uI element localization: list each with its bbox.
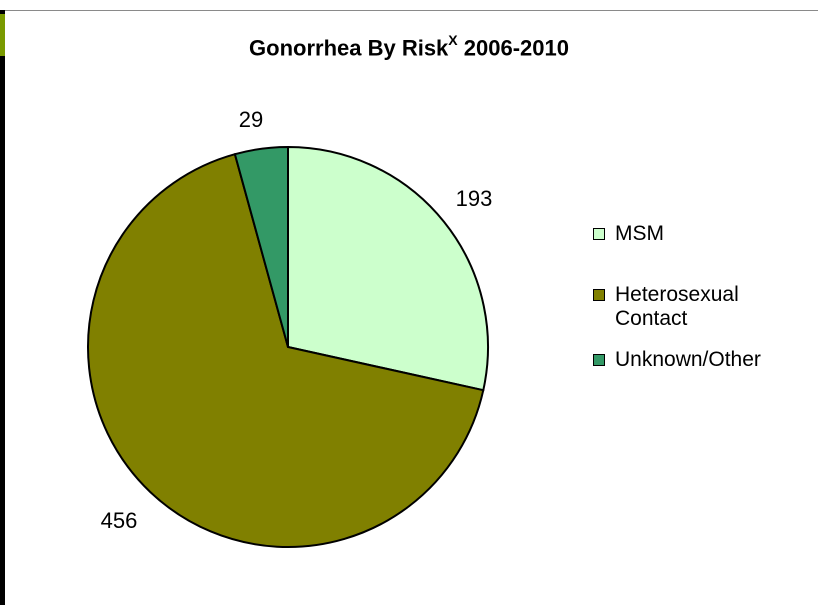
legend-item-heterosexual-contact: Heterosexual Contact — [593, 283, 813, 331]
legend-label-heterosexual-line2: Contact — [615, 307, 688, 330]
legend-label-heterosexual-line1: Heterosexual — [615, 283, 739, 306]
legend-item-unknown-other: Unknown/Other — [593, 348, 813, 372]
chart-title-text: Gonorrhea By Risk — [249, 35, 449, 61]
legend-swatch-unknown-other — [593, 354, 605, 366]
chart-title-superscript: X — [448, 32, 458, 48]
legend-item-msm: MSM — [593, 222, 813, 246]
legend: MSM Heterosexual Contact Unknown/Other — [593, 222, 813, 372]
pie-data-labels: 193 456 29 — [101, 107, 493, 533]
pie-slices — [87, 145, 489, 548]
chart-title-years: 2006-2010 — [457, 35, 569, 61]
legend-label-msm: MSM — [615, 222, 664, 245]
legend-swatch-msm — [593, 228, 605, 240]
legend-label-unknown-other: Unknown/Other — [615, 348, 761, 371]
legend-swatch-heterosexual-contact — [593, 289, 605, 301]
data-label-msm: 193 — [456, 186, 493, 211]
data-label-heterosexual-contact: 456 — [101, 508, 138, 533]
pie-slice-msm — [287, 145, 489, 392]
data-label-unknown-other: 29 — [239, 107, 263, 132]
pie-slice-unknown-other — [233, 145, 289, 348]
chart-title: Gonorrhea By RiskX 2006-2010 — [0, 32, 818, 61]
pie-slice-heterosexual-contact — [87, 152, 485, 548]
